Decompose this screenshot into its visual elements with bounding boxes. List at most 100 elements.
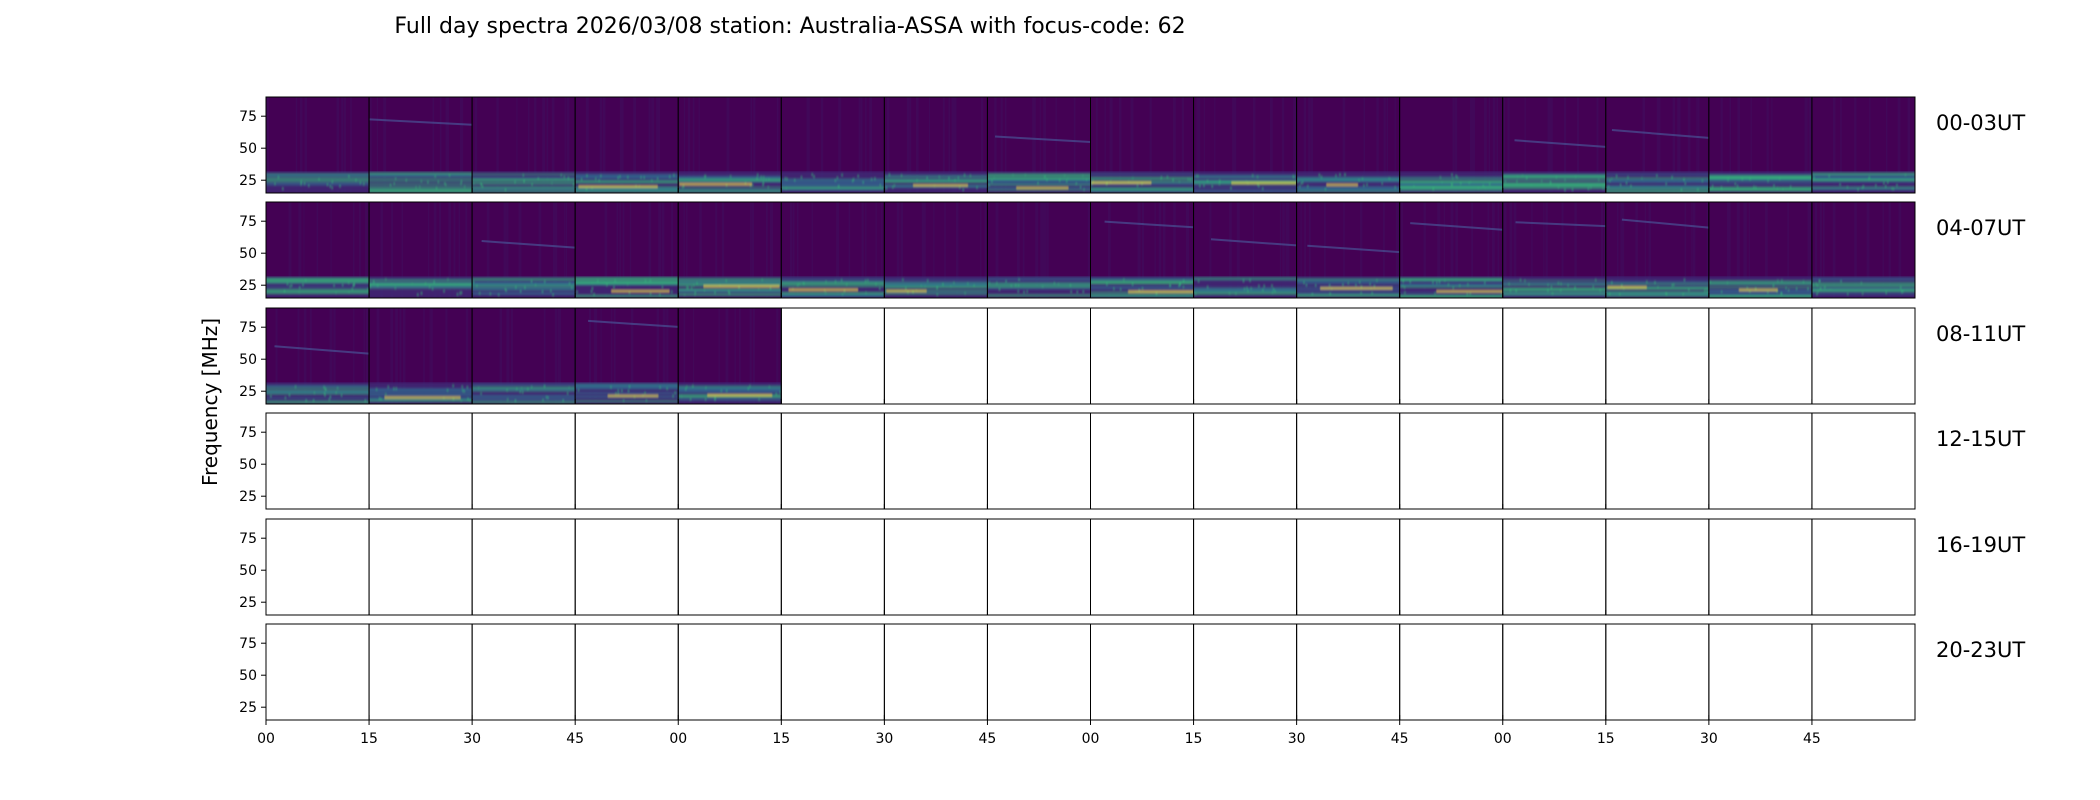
x-tick-label: 30 — [875, 731, 893, 747]
carrier-trace — [1514, 139, 1606, 148]
interference-band — [575, 171, 679, 193]
interference-band — [575, 382, 680, 404]
interference-band — [1193, 276, 1297, 298]
y-tick-label: 25 — [239, 278, 257, 294]
spectrum-texture — [585, 97, 660, 193]
spectrum-panel — [883, 96, 990, 194]
interference-band — [266, 276, 370, 298]
y-tick-label: 75 — [239, 425, 257, 441]
spectrum-panel — [883, 201, 990, 299]
panel-border — [1811, 96, 1916, 194]
interference-band — [1605, 171, 1711, 193]
interference-band — [369, 276, 473, 298]
spectrum-texture — [1815, 202, 1902, 298]
spectrum-panel — [471, 201, 576, 299]
panel-border — [1811, 201, 1916, 299]
x-tick-label: 15 — [1597, 731, 1615, 747]
x-tick-label: 00 — [669, 731, 687, 747]
spectrum-texture — [380, 202, 468, 298]
x-tick-label: 45 — [1391, 731, 1409, 747]
spectrum-panel — [1811, 201, 1916, 299]
spectrum-texture — [886, 97, 984, 193]
spectrum-texture — [995, 202, 1090, 298]
spectrum-panel — [1605, 201, 1710, 299]
spectrum-texture — [370, 97, 464, 193]
x-tick-label: 45 — [979, 731, 997, 747]
interference-band — [781, 171, 885, 193]
spectrum-panel — [1502, 96, 1607, 194]
interference-band — [781, 276, 885, 298]
interference-band — [1811, 171, 1915, 193]
interference-band — [369, 382, 473, 404]
y-tick-label: 25 — [239, 489, 257, 505]
spectra-row: 75 50 25 04-07UT — [239, 201, 2025, 299]
x-tick-label: 00 — [257, 731, 275, 747]
spectrum-panel — [986, 201, 1091, 299]
spectrum-texture — [1303, 97, 1396, 193]
spectrum-panel — [1296, 96, 1401, 194]
interference-band — [1296, 276, 1400, 298]
spectra-row: 75 50 25 08-11UT — [239, 307, 2025, 405]
x-tick-label: 45 — [566, 731, 584, 747]
interference-band — [1399, 276, 1518, 298]
spectrum-texture — [806, 97, 873, 193]
interference-band — [678, 382, 782, 404]
spectrum-texture — [1108, 202, 1190, 298]
spectrum-texture — [376, 308, 469, 404]
panel-border — [1811, 412, 1916, 510]
interference-band — [987, 171, 1091, 193]
panel-rows: 75502500-03UT75502504-07UT75502508-11UT7… — [239, 96, 2025, 721]
spectrum-panel — [780, 96, 885, 194]
interference-band — [1090, 171, 1194, 193]
spectrum-panel — [265, 307, 370, 405]
interference-band — [987, 276, 1091, 298]
spectrum-panel — [368, 96, 473, 194]
x-tick-label: 30 — [1288, 731, 1306, 747]
spectra-row: 75 50 25 20-23UT — [239, 623, 2025, 721]
carrier-trace — [1307, 244, 1400, 254]
x-tick-label: 15 — [360, 731, 378, 747]
spectrum-panel — [1811, 518, 1916, 616]
spectrum-panel — [1296, 201, 1401, 299]
spectrum-texture — [604, 202, 674, 298]
interference-band — [575, 276, 679, 298]
spectrum-panel — [368, 307, 473, 405]
row-time-label: 16-19UT — [1936, 533, 2025, 557]
spectrum-panel — [574, 307, 680, 405]
spectrum-panel — [1708, 201, 1813, 299]
spectrum-panel — [1090, 96, 1195, 194]
y-tick-label: 50 — [239, 141, 257, 157]
carrier-trace — [1410, 222, 1503, 231]
interference-band — [472, 382, 576, 404]
spectrum-texture — [683, 202, 773, 298]
row-time-label: 20-23UT — [1936, 638, 2025, 662]
carrier-trace — [1621, 218, 1709, 229]
spectrum-texture — [1401, 202, 1500, 298]
interference-band — [1502, 276, 1606, 298]
carrier-trace — [588, 319, 679, 328]
row-time-label: 04-07UT — [1936, 216, 2025, 240]
interference-band — [369, 171, 473, 193]
spectra-row: 75 50 25 00-03UT — [239, 96, 2025, 194]
y-tick-label: 50 — [239, 563, 257, 579]
y-tick-label: 75 — [239, 320, 257, 336]
y-tick-label: 25 — [239, 595, 257, 611]
spectrum-panel — [1193, 201, 1299, 299]
carrier-trace — [369, 118, 473, 126]
spectrum-panel — [1605, 96, 1711, 194]
y-tick-label: 75 — [239, 109, 257, 125]
spectra-row: 75 50 25 12-15UT — [239, 412, 2025, 510]
interference-band — [266, 382, 370, 404]
spectrum-panel — [1399, 96, 1504, 194]
x-tick-label: 15 — [1185, 731, 1203, 747]
spectrum-panel — [574, 201, 679, 299]
interference-band — [1193, 171, 1297, 193]
spectrum-panel — [471, 96, 576, 194]
y-tick-label: 75 — [239, 636, 257, 652]
interference-band — [678, 171, 782, 193]
y-axis-label: Frequency [MHz] — [198, 318, 222, 486]
x-tick-label: 45 — [1803, 731, 1821, 747]
carrier-trace — [994, 135, 1091, 144]
y-tick-label: 25 — [239, 700, 257, 716]
interference-band — [1090, 276, 1203, 298]
